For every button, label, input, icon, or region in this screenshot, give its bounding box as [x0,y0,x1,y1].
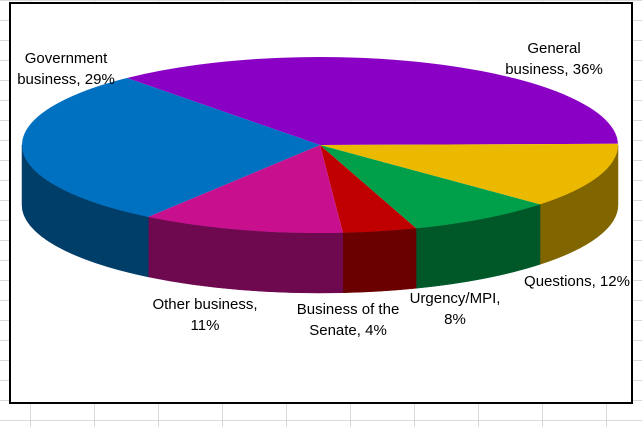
data-label: General business, 36% [505,40,603,78]
pie-slice [320,145,417,233]
pie-slice [126,57,618,145]
data-label: Urgency/MPI, 8% [409,290,501,328]
pie-slice [320,145,541,229]
pie-side [342,228,417,293]
pie-slice [21,77,321,217]
data-label: Business of the Senate, 4% [296,301,400,339]
data-label: Government business, 29% [17,50,115,88]
pie-slice [320,143,618,205]
data-label: Other business, 11% [152,296,258,334]
pie-slice [148,145,343,233]
data-label: Questions, 12% [524,273,630,290]
